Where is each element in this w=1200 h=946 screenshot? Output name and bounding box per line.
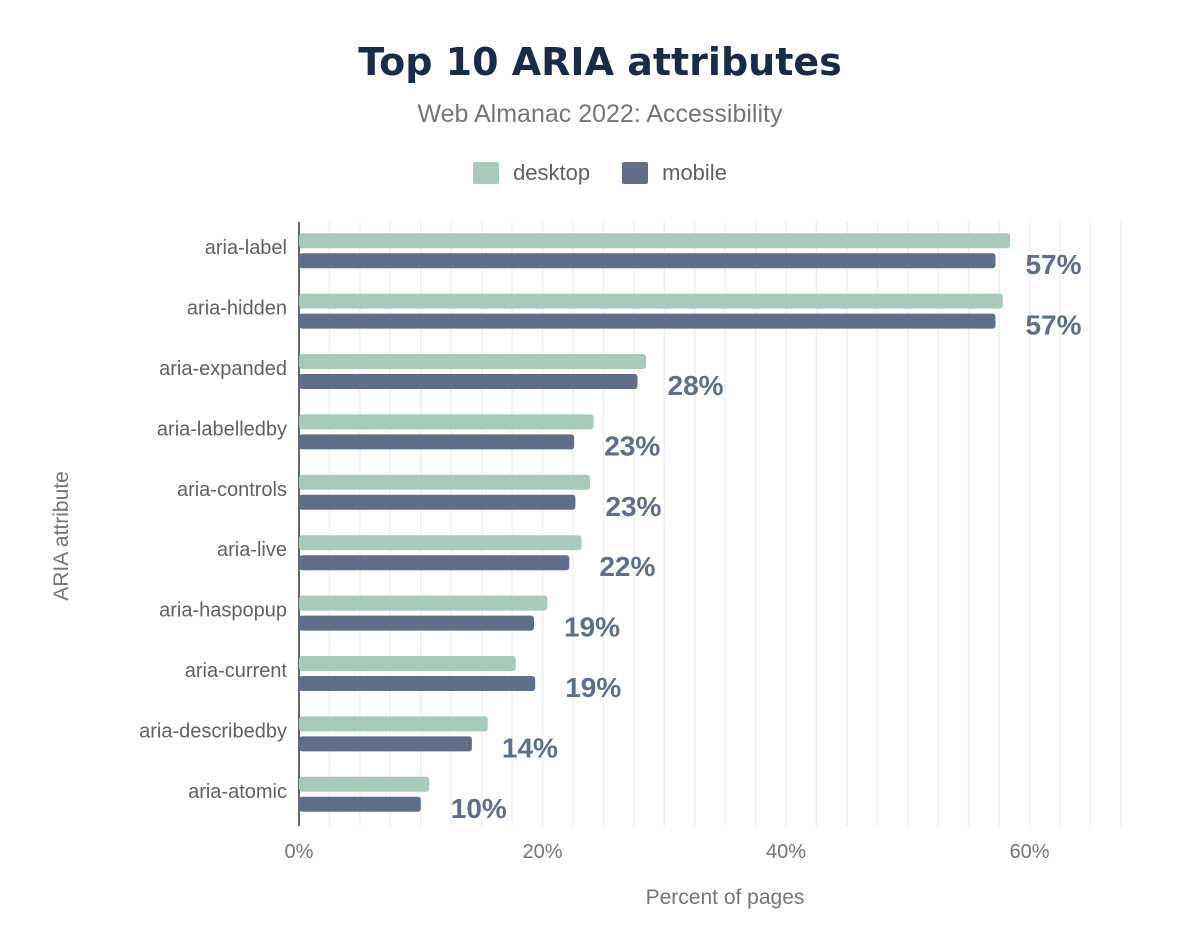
bar-desktop (299, 716, 488, 732)
x-tick-label: 40% (766, 841, 806, 863)
legend: desktop mobile (0, 160, 1200, 186)
bar-mobile (299, 253, 996, 269)
bar-mobile (299, 676, 536, 691)
y-tick-label: aria-labelledby (157, 418, 287, 440)
bar-desktop (299, 776, 430, 792)
x-axis-label: Percent of pages (646, 886, 805, 909)
y-axis-label: ARIA attribute (50, 471, 73, 601)
legend-item-desktop[interactable]: desktop (473, 160, 590, 186)
bar-desktop (299, 595, 548, 611)
chart-subtitle: Web Almanac 2022: Accessibility (417, 100, 783, 128)
y-tick-label: aria-controls (177, 479, 287, 501)
bar-mobile (299, 374, 638, 389)
data-label: 23% (605, 491, 661, 522)
x-tick-label: 0% (285, 841, 314, 863)
bar-mobile (299, 434, 575, 450)
y-tick-label: aria-label (205, 237, 287, 259)
data-label: 57% (1025, 249, 1081, 280)
y-tick-label: aria-haspopup (159, 600, 287, 622)
bar-mobile (299, 313, 996, 329)
bar-desktop (299, 474, 591, 490)
y-tick-label: aria-current (185, 660, 288, 682)
legend-label-mobile: mobile (662, 160, 727, 185)
bar-mobile (299, 615, 535, 631)
bar-mobile (299, 736, 472, 752)
bar-desktop (299, 293, 1003, 309)
data-label: 14% (502, 732, 558, 763)
data-label: 10% (451, 793, 507, 824)
y-tick-label: aria-atomic (188, 781, 287, 803)
bar-desktop (299, 535, 582, 551)
y-tick-label: aria-expanded (159, 358, 287, 380)
legend-swatch-desktop (473, 162, 500, 184)
x-tick-label: 20% (523, 841, 563, 863)
legend-swatch-mobile (622, 162, 649, 184)
data-label: 57% (1025, 310, 1081, 341)
bar-desktop (299, 656, 516, 671)
legend-label-desktop: desktop (513, 160, 591, 185)
bar-mobile (299, 494, 576, 510)
data-label: 19% (565, 672, 621, 703)
y-tick-label: aria-hidden (187, 298, 287, 320)
bar-desktop (299, 233, 1011, 249)
data-label: 22% (599, 551, 655, 582)
chart-title: Top 10 ARIA attributes (358, 40, 842, 84)
bar-mobile (299, 555, 570, 571)
data-label: 28% (668, 370, 724, 401)
bar-desktop (299, 414, 594, 430)
data-label: 23% (604, 430, 660, 461)
bar-mobile (299, 796, 421, 812)
bar-desktop (299, 354, 647, 369)
y-tick-label: aria-describedby (139, 720, 287, 742)
y-tick-label: aria-live (217, 539, 287, 561)
x-tick-label: 60% (1010, 841, 1050, 863)
data-label: 19% (564, 612, 620, 643)
legend-item-mobile[interactable]: mobile (622, 160, 727, 186)
